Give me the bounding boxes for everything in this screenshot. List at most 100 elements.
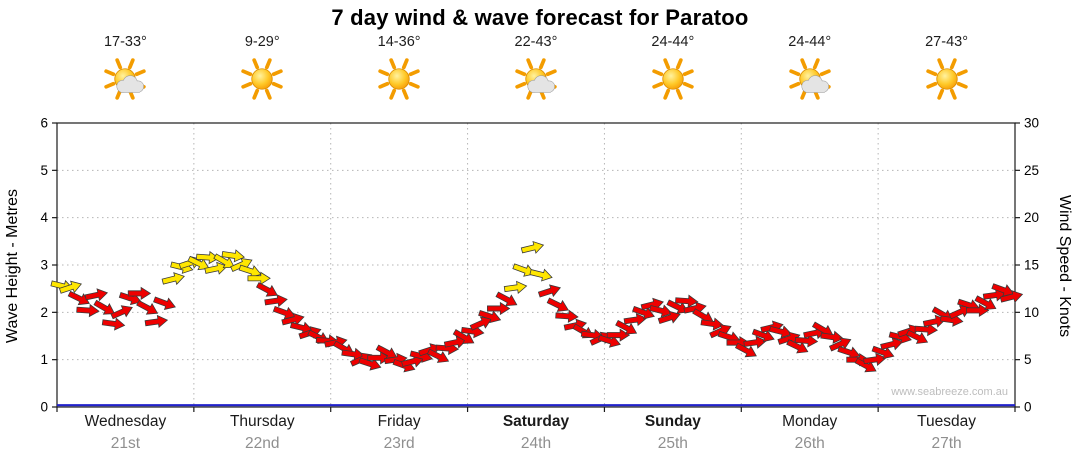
wind-arrow [794,334,819,348]
wind-arrow [358,357,382,371]
day-axis-label: Thursday 22nd [194,413,331,453]
wind-arrow [537,284,561,298]
sun-icon [241,58,283,100]
wind-arrow [966,303,990,318]
wind-arrow [520,240,545,254]
wind-arrow [221,249,245,263]
wind-arrow [546,297,569,312]
wind-arrow [127,286,152,301]
weather-icon-wrap [878,56,1015,104]
wind-arrow [683,301,707,315]
wind-arrow [187,255,210,271]
wind-arrow [452,329,475,344]
wind-arrow [110,305,133,320]
day-header: 17-33° [57,34,194,104]
right-tick-label: 20 [1024,210,1039,225]
left-tick-label: 0 [40,400,48,415]
wind-arrow [828,337,852,352]
wind-arrow [751,328,775,343]
wind-arrow [495,291,518,307]
wind-arrow [469,316,493,331]
sun-icon [652,58,694,100]
wind-arrow [247,271,271,285]
day-name-label: Wednesday [84,413,167,430]
wind-arrow [734,342,757,358]
wind-arrow [67,290,90,306]
wind-arrow [503,280,528,294]
wind-arrow [922,314,947,328]
wind-arrow [597,334,621,348]
wind-arrow [606,328,631,342]
day-date-label: 24th [520,435,552,452]
wind-arrow [93,299,116,315]
day-axis-label: Tuesday 27th [878,413,1015,453]
day-axis-label: Saturday 24th [468,413,605,453]
right-tick-label: 25 [1024,163,1039,178]
wind-arrow [768,325,793,339]
day-date-label: 27th [931,435,962,452]
wind-arrow [512,263,536,277]
day-date-label: 25th [657,435,688,452]
left-tick-label: 5 [40,163,48,178]
day-name-label: Tuesday [917,413,976,430]
day-date-label: 23rd [383,435,415,452]
wind-arrow [58,280,82,294]
weather-icon-wrap [741,56,878,104]
wind-arrow [153,296,176,310]
wind-arrow [615,319,638,335]
wind-arrow [101,317,126,331]
wind-arrow [649,304,673,318]
left-tick-label: 4 [40,210,48,225]
day-temp-range: 27-43° [925,34,968,50]
left-tick-label: 2 [40,305,48,320]
partly-cloudy-icon [788,58,831,100]
wind-arrow [743,335,767,349]
wind-arrow [854,357,877,373]
weather-icon-wrap [468,56,605,104]
day-header: 22-43° [468,34,605,104]
day-header: 9-29° [194,34,331,104]
wind-arrow [161,272,185,286]
wind-arrow [76,303,100,318]
wind-arrow [786,339,809,354]
partly-cloudy-icon [515,58,557,100]
right-tick-label: 30 [1024,116,1039,131]
day-name-label: Thursday [229,413,295,430]
wind-arrow [880,337,904,351]
left-tick-label: 3 [40,258,48,273]
wind-arrow [281,312,305,326]
day-name-label: Friday [377,413,421,430]
day-temp-range: 24-44° [651,34,695,50]
wind-arrow [213,253,235,269]
partly-cloudy-icon [104,58,147,100]
right-tick-label: 0 [1024,400,1032,415]
sun-icon [925,58,968,100]
day-temp-range: 14-36° [377,34,421,50]
wind-arrow [675,294,699,308]
day-header: 24-44° [604,34,741,104]
wind-arrow [914,322,938,337]
wind-arrow [196,250,220,265]
wind-arrow [443,335,468,349]
wind-arrow [666,299,689,314]
wind-arrow [632,305,655,320]
wind-arrow [657,310,681,325]
weather-icon-wrap [604,56,741,104]
day-temp-range: 24-44° [788,34,832,50]
page-title: 7 day wind & wave forecast for Paratoo [331,5,749,30]
day-axis-label: Wednesday 21st [57,413,194,453]
left-tick-label: 1 [40,352,48,367]
watermark: www.seabreeze.com.au [891,386,1008,398]
wind-arrow [255,282,278,297]
day-temp-range: 9-29° [244,34,280,50]
wind-arrow [478,310,502,324]
day-name-label: Saturday [502,413,570,430]
wind-arrow [905,329,929,344]
right-tick-label: 15 [1024,258,1039,273]
weather-icon-wrap [194,56,331,104]
day-axis-label: Monday 26th [741,413,878,453]
wind-arrow [136,300,159,315]
right-tick-label: 10 [1024,305,1039,320]
